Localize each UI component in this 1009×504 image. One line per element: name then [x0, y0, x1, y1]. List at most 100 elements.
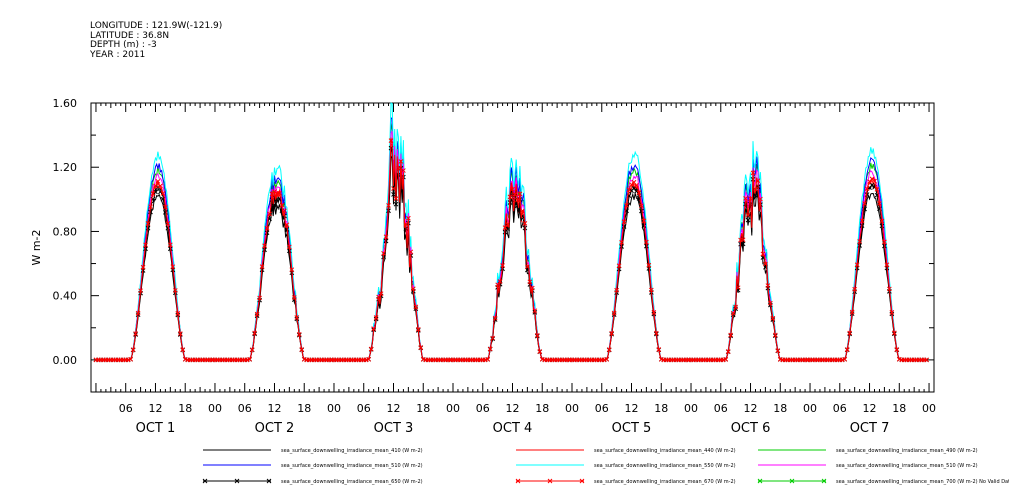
series-marker	[745, 212, 751, 218]
series-marker	[532, 308, 538, 314]
x-day-label: OCT 7	[850, 421, 890, 436]
legend-item: sea_surface_downwelling_irradiance_mean_…	[757, 478, 1009, 485]
series-marker	[529, 285, 535, 291]
series-marker	[859, 218, 865, 224]
series-marker	[408, 249, 414, 255]
series-marker	[884, 262, 890, 268]
x-hour-label: 12	[386, 402, 400, 415]
legend-label: sea_surface_downwelling_irradiance_mean_…	[281, 448, 423, 454]
series-marker	[175, 311, 181, 316]
series-marker	[760, 251, 766, 257]
series-marker	[366, 356, 372, 362]
series-marker	[277, 190, 282, 196]
series-marker	[381, 250, 386, 256]
legend-label: sea_surface_downwelling_irradiance_mean_…	[594, 479, 736, 485]
series-marker	[140, 264, 146, 270]
series-marker	[415, 327, 421, 332]
legend-item: sea_surface_downwelling_irradiance_mean_…	[758, 463, 978, 469]
series-marker	[373, 315, 379, 320]
series-marker	[621, 224, 627, 229]
series-line	[96, 130, 927, 361]
series-marker	[641, 218, 647, 224]
series-marker	[877, 201, 882, 206]
series-marker	[512, 192, 518, 197]
series-marker	[864, 186, 870, 191]
series-line	[96, 148, 927, 361]
series-marker	[388, 138, 394, 143]
series-marker	[249, 347, 255, 353]
depth-label: DEPTH (m) : -3	[90, 40, 157, 50]
series-marker	[485, 357, 491, 362]
series-marker	[636, 190, 642, 195]
series-marker	[653, 330, 659, 336]
series-marker	[130, 347, 136, 353]
series-marker	[138, 288, 143, 294]
series-marker	[604, 356, 610, 362]
x-hour-label: 06	[357, 402, 371, 415]
series-marker	[386, 203, 391, 208]
series-marker	[879, 223, 885, 229]
x-day-label: OCT 6	[731, 421, 771, 436]
x-hour-label: 06	[476, 402, 490, 415]
series-marker	[264, 225, 270, 231]
series-marker	[128, 356, 134, 362]
series-marker	[844, 347, 850, 352]
series-marker	[495, 282, 500, 288]
series-marker	[254, 311, 260, 317]
series-marker	[158, 183, 163, 189]
series-marker	[153, 183, 158, 189]
series-marker	[772, 332, 778, 338]
series-marker	[267, 211, 272, 217]
series-marker	[170, 264, 176, 270]
series-marker	[401, 168, 406, 173]
series-marker	[487, 346, 493, 352]
x-hour-label: 00	[922, 402, 936, 415]
series-marker	[748, 196, 753, 202]
x-hour-label: 06	[595, 402, 609, 415]
x-hour-label: 00	[327, 402, 341, 415]
series-marker	[609, 330, 615, 336]
x-day-label: OCT 2	[255, 421, 295, 436]
series-marker	[160, 191, 166, 196]
series-marker	[725, 349, 731, 354]
series-marker	[371, 326, 377, 332]
legend-label: sea_surface_downwelling_irradiance_mean_…	[836, 479, 1009, 485]
series-marker	[639, 203, 644, 209]
series-marker	[383, 234, 389, 240]
series-marker	[740, 241, 746, 247]
series-marker	[862, 201, 867, 206]
series-marker	[765, 283, 771, 288]
series-marker	[150, 191, 156, 196]
series-marker	[490, 335, 496, 341]
x-day-label: OCT 3	[374, 421, 414, 436]
legend-marker	[579, 478, 585, 484]
series-marker	[842, 356, 848, 362]
series-marker	[723, 356, 729, 362]
legend-label: sea_surface_downwelling_irradiance_mean_…	[836, 448, 978, 454]
series-marker	[155, 179, 161, 184]
x-hour-label: 18	[535, 402, 549, 415]
series-marker	[887, 286, 892, 292]
x-hour-label: 00	[446, 402, 460, 415]
series-marker	[743, 196, 748, 201]
legend-item: sea_surface_downwelling_irradiance_mean_…	[515, 478, 736, 485]
series-marker	[924, 357, 929, 363]
series-marker	[289, 267, 295, 273]
legend-label: sea_surface_downwelling_irradiance_mean_…	[281, 479, 423, 485]
series-marker	[413, 304, 419, 310]
series-marker	[172, 288, 178, 293]
legend-marker	[266, 478, 272, 484]
legend-label: sea_surface_downwelling_irradiance_mean_…	[594, 463, 736, 469]
series-marker	[614, 287, 619, 293]
y-tick-label: 0.80	[53, 225, 78, 238]
series-marker	[406, 215, 411, 221]
series-marker	[728, 332, 734, 338]
series-marker	[882, 239, 887, 245]
series-marker	[758, 196, 763, 202]
series-marker	[262, 243, 267, 249]
legend-item: sea_surface_downwelling_irradiance_mean_…	[203, 448, 423, 454]
x-hour-label: 00	[684, 402, 698, 415]
series-marker	[291, 295, 297, 300]
x-hour-label: 06	[714, 402, 728, 415]
series-marker	[279, 202, 285, 208]
